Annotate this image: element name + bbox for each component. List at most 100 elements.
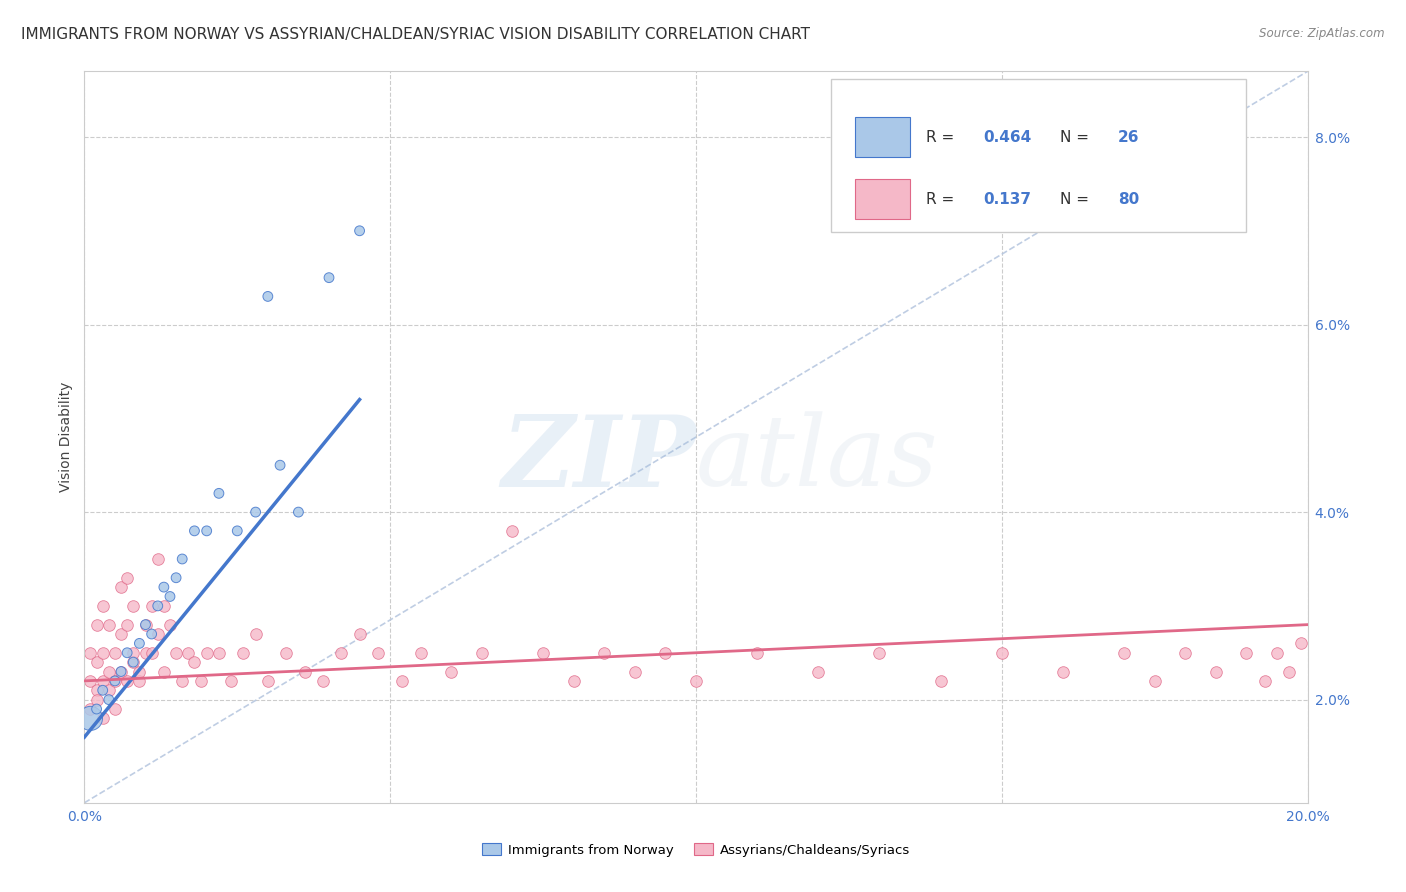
Legend: Immigrants from Norway, Assyrians/Chaldeans/Syriacs: Immigrants from Norway, Assyrians/Chalde…	[477, 838, 915, 862]
Point	[91, 711, 114, 725]
Text: IMMIGRANTS FROM NORWAY VS ASSYRIAN/CHALDEAN/SYRIAC VISION DISABILITY CORRELATION: IMMIGRANTS FROM NORWAY VS ASSYRIAN/CHALD…	[21, 27, 810, 42]
Point	[153, 599, 176, 613]
Point	[115, 571, 138, 585]
Point	[122, 655, 145, 669]
Point	[141, 627, 163, 641]
Point	[685, 673, 707, 688]
Text: atlas: atlas	[696, 411, 939, 507]
Point	[135, 617, 157, 632]
Point	[97, 683, 120, 698]
Point	[128, 665, 150, 679]
Point	[1254, 673, 1277, 688]
FancyBboxPatch shape	[855, 117, 910, 157]
Point	[115, 673, 138, 688]
Point	[190, 673, 212, 688]
Point	[1143, 673, 1166, 688]
FancyBboxPatch shape	[831, 78, 1247, 232]
Point	[104, 673, 127, 688]
Point	[97, 665, 120, 679]
Point	[115, 617, 138, 632]
Point	[104, 702, 127, 716]
Point	[269, 458, 291, 473]
Point	[110, 665, 132, 679]
FancyBboxPatch shape	[855, 179, 910, 219]
Point	[245, 627, 267, 641]
Point	[146, 552, 169, 566]
Point	[312, 673, 335, 688]
Text: R =: R =	[927, 129, 959, 145]
Y-axis label: Vision Disability: Vision Disability	[59, 382, 73, 492]
Point	[153, 665, 176, 679]
Point	[110, 665, 132, 679]
Point	[135, 617, 157, 632]
Point	[1291, 636, 1313, 650]
Point	[165, 571, 187, 585]
Point	[1278, 665, 1301, 679]
Point	[146, 627, 169, 641]
Point	[91, 673, 114, 688]
Point	[747, 646, 769, 660]
Point	[208, 486, 231, 500]
Point	[86, 617, 108, 632]
Point	[153, 580, 176, 594]
Point	[257, 673, 280, 688]
Point	[122, 655, 145, 669]
Point	[1114, 646, 1136, 660]
Point	[1265, 646, 1288, 660]
Point	[141, 599, 163, 613]
Point	[330, 646, 353, 660]
Point	[391, 673, 413, 688]
Point	[79, 646, 101, 660]
Point	[1174, 646, 1197, 660]
Point	[276, 646, 298, 660]
Text: 0.137: 0.137	[983, 192, 1032, 207]
Point	[79, 702, 101, 716]
Point	[440, 665, 463, 679]
Point	[245, 505, 267, 519]
Point	[257, 289, 280, 303]
Point	[562, 673, 585, 688]
Point	[654, 646, 676, 660]
Text: N =: N =	[1060, 192, 1094, 207]
Point	[97, 617, 120, 632]
Point	[531, 646, 554, 660]
Point	[929, 673, 952, 688]
Point	[159, 590, 181, 604]
Point	[1205, 665, 1227, 679]
Point	[128, 636, 150, 650]
Point	[177, 646, 200, 660]
Point	[128, 673, 150, 688]
Point	[226, 524, 249, 538]
Point	[110, 580, 132, 594]
Point	[183, 524, 205, 538]
Point	[195, 646, 218, 660]
Point	[1052, 665, 1074, 679]
Point	[122, 599, 145, 613]
Point	[104, 646, 127, 660]
Point	[79, 711, 101, 725]
Text: N =: N =	[1060, 129, 1094, 145]
Point	[991, 646, 1014, 660]
Point	[869, 646, 891, 660]
Point	[294, 665, 316, 679]
Point	[86, 702, 108, 716]
Point	[367, 646, 389, 660]
Point	[172, 552, 194, 566]
Point	[195, 524, 218, 538]
Point	[115, 646, 138, 660]
Point	[624, 665, 647, 679]
Point	[807, 665, 830, 679]
Point	[91, 599, 114, 613]
Point	[593, 646, 616, 660]
Text: Source: ZipAtlas.com: Source: ZipAtlas.com	[1260, 27, 1385, 40]
Point	[165, 646, 187, 660]
Point	[122, 646, 145, 660]
Point	[91, 646, 114, 660]
Text: ZIP: ZIP	[501, 411, 696, 508]
Point	[104, 673, 127, 688]
Point	[349, 627, 371, 641]
Point	[471, 646, 494, 660]
Point	[287, 505, 309, 519]
Point	[86, 683, 108, 698]
Point	[159, 617, 181, 632]
